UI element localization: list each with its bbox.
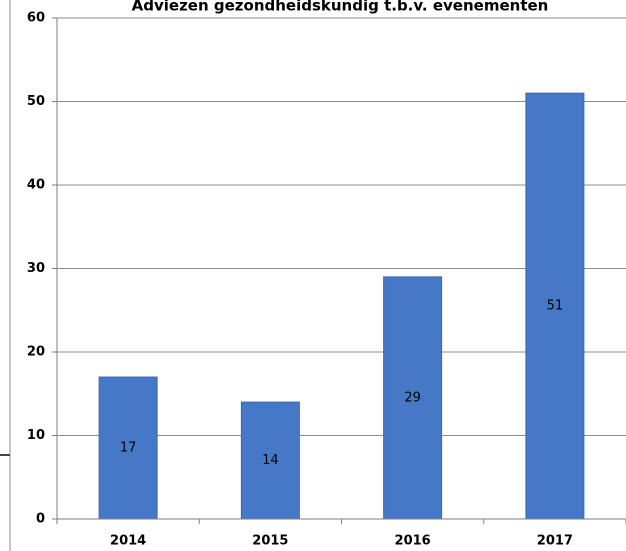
y-tick-label: 60 <box>27 11 45 26</box>
x-tick-label: 2015 <box>252 534 288 549</box>
bar-2016 <box>383 276 443 520</box>
bar-2014 <box>98 376 158 520</box>
y-tick-label: 30 <box>27 261 45 276</box>
x-tick-label: 2017 <box>537 534 573 549</box>
bar-2017 <box>525 92 585 520</box>
y-axis-ticks: 0 10 20 30 40 50 60 <box>27 11 57 527</box>
y-tick-label: 20 <box>27 345 45 360</box>
y-tick-label: 10 <box>27 428 45 443</box>
x-tick-label: 2016 <box>395 534 431 549</box>
y-tick-label: 0 <box>36 512 45 527</box>
data-labels: 17 14 29 51 <box>120 299 563 468</box>
data-label-2016: 29 <box>404 390 421 405</box>
y-tick-label: 50 <box>27 94 45 109</box>
bar-2015 <box>240 401 300 520</box>
x-tick-label: 2014 <box>110 534 146 549</box>
x-axis-ticks: 2014 2015 2016 2017 <box>56 519 626 549</box>
data-label-2017: 51 <box>547 299 564 314</box>
chart-title: Adviezen gezondheidskundig t.b.v. evenem… <box>132 0 549 15</box>
y-tick-label: 40 <box>27 178 45 193</box>
data-label-2014: 17 <box>120 441 137 456</box>
data-label-2015: 14 <box>262 453 279 468</box>
bars <box>98 92 585 520</box>
